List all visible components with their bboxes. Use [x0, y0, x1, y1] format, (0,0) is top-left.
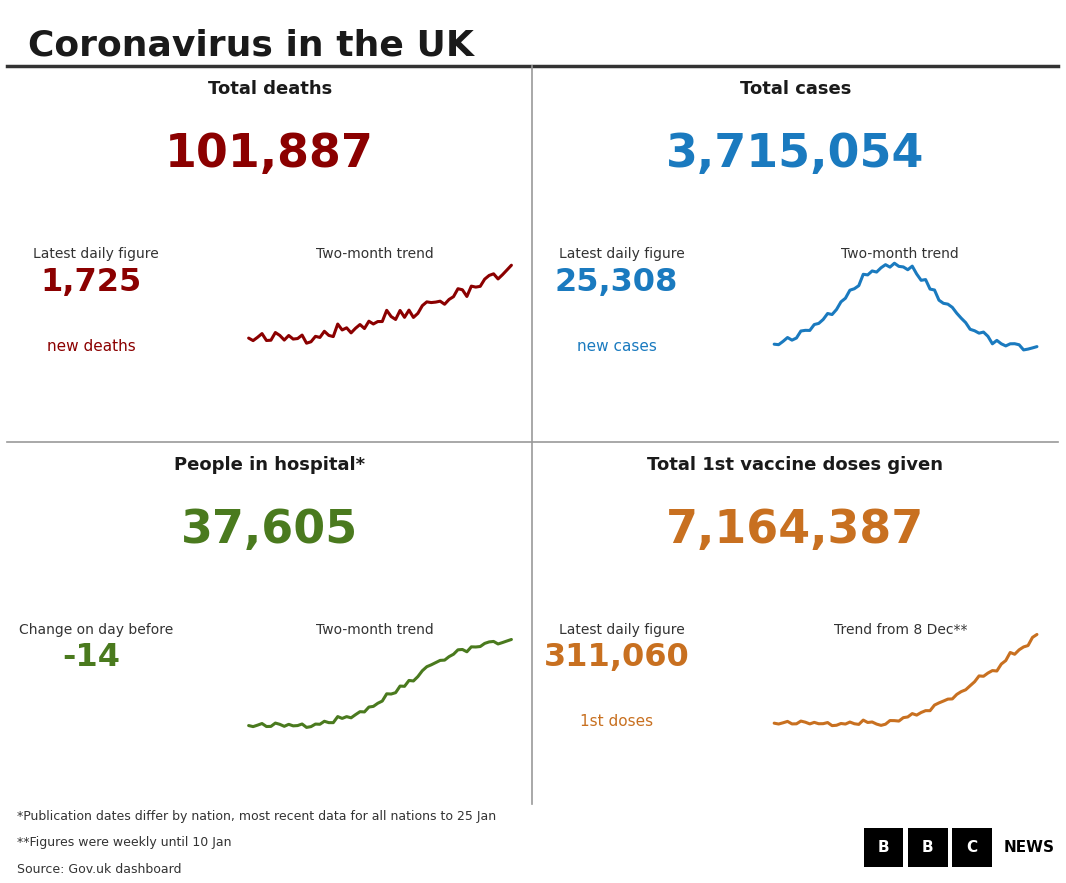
Text: 1,725: 1,725 — [41, 267, 142, 298]
Text: **Figures were weekly until 10 Jan: **Figures were weekly until 10 Jan — [17, 836, 232, 849]
Text: 1st doses: 1st doses — [580, 714, 653, 729]
Text: 37,605: 37,605 — [181, 508, 358, 553]
Text: 311,060: 311,060 — [544, 642, 690, 673]
Text: 3,715,054: 3,715,054 — [666, 132, 924, 177]
Text: -14: -14 — [62, 642, 120, 673]
Text: Change on day before: Change on day before — [19, 623, 174, 637]
Text: Latest daily figure: Latest daily figure — [559, 247, 684, 261]
Text: Latest daily figure: Latest daily figure — [33, 247, 159, 261]
Text: Source: Gov.uk dashboard: Source: Gov.uk dashboard — [17, 863, 182, 876]
FancyBboxPatch shape — [952, 828, 991, 867]
Text: 7,164,387: 7,164,387 — [666, 508, 924, 553]
Text: Latest daily figure: Latest daily figure — [559, 623, 684, 637]
Text: Two-month trend: Two-month trend — [316, 623, 434, 637]
Text: Total deaths: Total deaths — [208, 80, 332, 98]
Text: People in hospital*: People in hospital* — [174, 456, 366, 473]
Text: B: B — [877, 841, 889, 855]
Text: Total cases: Total cases — [740, 80, 851, 98]
Text: C: C — [966, 841, 978, 855]
Text: Coronavirus in the UK: Coronavirus in the UK — [28, 28, 473, 63]
Text: 25,308: 25,308 — [554, 267, 678, 298]
Text: NEWS: NEWS — [1003, 841, 1054, 855]
Text: Trend from 8 Dec**: Trend from 8 Dec** — [834, 623, 967, 637]
Text: Two-month trend: Two-month trend — [316, 247, 434, 261]
Text: new cases: new cases — [577, 339, 657, 354]
FancyBboxPatch shape — [907, 828, 948, 867]
Text: *Publication dates differ by nation, most recent data for all nations to 25 Jan: *Publication dates differ by nation, mos… — [17, 810, 497, 823]
Text: B: B — [922, 841, 934, 855]
Text: new deaths: new deaths — [47, 339, 135, 354]
Text: Two-month trend: Two-month trend — [841, 247, 959, 261]
Text: 101,887: 101,887 — [165, 132, 374, 177]
FancyBboxPatch shape — [863, 828, 904, 867]
Text: Total 1st vaccine doses given: Total 1st vaccine doses given — [647, 456, 943, 473]
